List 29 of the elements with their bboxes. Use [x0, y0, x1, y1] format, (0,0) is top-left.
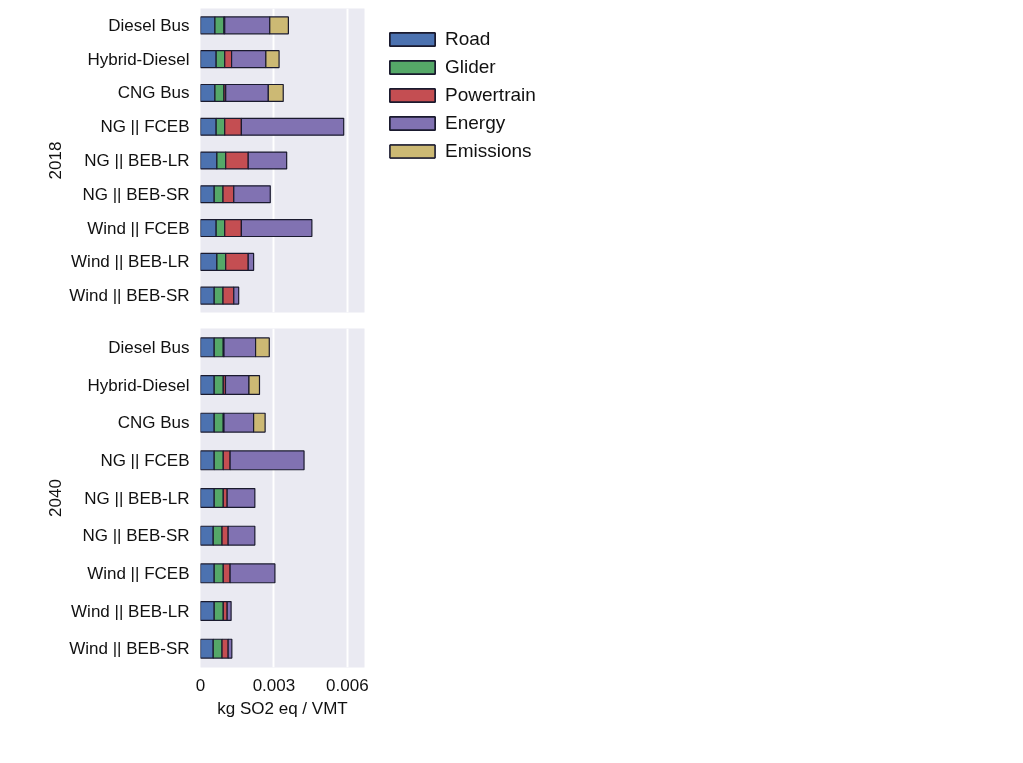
y-axis-title: 2018	[46, 141, 66, 180]
y-tick-label: NG || BEB-LR	[84, 151, 190, 170]
y-tick-label: Wind || FCEB	[87, 563, 190, 583]
y-tick-label: Hybrid-Diesel	[87, 49, 190, 69]
y-axis-title: 2040	[46, 479, 66, 517]
y-tick-label: Wind || BEB-LR	[71, 252, 190, 272]
y-tick-label: NG || BEB-SR	[82, 526, 190, 546]
y-tick-label: Wind || FCEB	[87, 218, 190, 238]
y-tick-label: NG || BEB-SR	[82, 184, 190, 204]
legend-label: Energy	[445, 112, 506, 134]
y-tick-label: CNG Bus	[117, 83, 190, 103]
legend-label: Emissions	[445, 140, 532, 162]
y-tick-label: Diesel Bus	[108, 15, 190, 35]
x-tick-label: 0	[195, 675, 206, 695]
legend-label: Glider	[445, 56, 496, 78]
y-tick-label: NG || BEB-LR	[84, 488, 190, 508]
y-tick-label: NG || FCEB	[100, 450, 190, 470]
y-tick-label: Diesel Bus	[108, 337, 190, 357]
legend-label: Powertrain	[445, 84, 536, 106]
y-tick-label: CNG Bus	[117, 413, 190, 433]
x-axis-title: kg SO2 eq / VMT	[217, 698, 348, 718]
y-tick-label: Wind || BEB-LR	[71, 601, 190, 621]
legend-label: Road	[445, 28, 491, 50]
y-tick-label: NG || FCEB	[100, 117, 190, 137]
y-tick-label: Wind || BEB-SR	[69, 639, 190, 659]
y-tick-label: Wind || BEB-SR	[69, 286, 190, 306]
y-tick-label: Hybrid-Diesel	[87, 375, 190, 395]
x-tick-label: 0.006	[326, 675, 369, 695]
x-tick-label: 0.003	[252, 675, 296, 695]
